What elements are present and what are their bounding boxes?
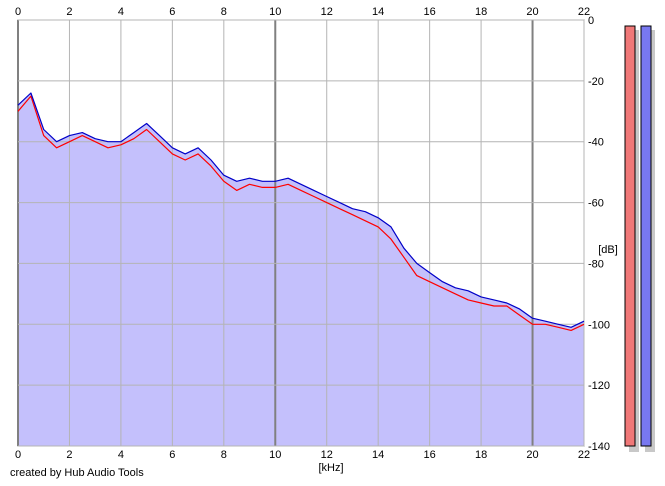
x-tick-label-top: 10	[269, 6, 281, 18]
x-tick-label-top: 0	[15, 6, 21, 18]
x-tick-label-top: 16	[424, 6, 436, 18]
credit-text: created by Hub Audio Tools	[10, 467, 144, 479]
x-tick-label-bottom: 10	[269, 449, 281, 461]
y-tick-label: -40	[588, 137, 604, 149]
level-meter	[624, 25, 655, 452]
y-tick-label: -140	[588, 441, 610, 453]
right-meter-bar	[640, 25, 652, 447]
x-tick-label-top: 6	[169, 6, 175, 18]
left-meter-bar	[624, 25, 636, 447]
series-lines	[17, 92, 585, 331]
x-tick-label-bottom: 12	[321, 449, 333, 461]
x-tick-label-bottom: 14	[372, 449, 384, 461]
x-tick-label-top: 2	[66, 6, 72, 18]
y-axis-label: [dB]	[598, 244, 618, 256]
spectrum-fill	[18, 93, 584, 446]
x-tick-label-bottom: 18	[475, 449, 487, 461]
x-tick-label-bottom: 22	[578, 449, 590, 461]
x-tick-label-top: 4	[118, 6, 124, 18]
y-tick-label: -60	[588, 198, 604, 210]
x-tick-label-top: 8	[221, 6, 227, 18]
y-tick-label: -120	[588, 380, 610, 392]
x-tick-label-top: 18	[475, 6, 487, 18]
x-tick-label-top: 12	[321, 6, 333, 18]
x-tick-label-bottom: 6	[169, 449, 175, 461]
x-tick-label-bottom: 2	[66, 449, 72, 461]
tick-labels: 002244668810101212141416161818202022220-…	[15, 6, 610, 461]
y-tick-label: -80	[588, 258, 604, 270]
x-tick-label-bottom: 8	[221, 449, 227, 461]
x-tick-label-top: 22	[578, 6, 590, 18]
x-tick-label-top: 20	[526, 6, 538, 18]
x-tick-label-top: 14	[372, 6, 384, 18]
y-tick-label: -20	[588, 76, 604, 88]
x-tick-label-bottom: 0	[15, 449, 21, 461]
x-tick-label-bottom: 4	[118, 449, 124, 461]
blue-series-line	[17, 92, 585, 328]
x-axis-label: [kHz]	[318, 462, 343, 474]
grid	[17, 19, 585, 447]
y-tick-label: -100	[588, 319, 610, 331]
red-series-line	[17, 95, 585, 331]
x-tick-label-bottom: 20	[526, 449, 538, 461]
x-tick-label-bottom: 16	[424, 449, 436, 461]
y-tick-label: 0	[588, 15, 594, 27]
spectrum-area	[18, 93, 584, 446]
